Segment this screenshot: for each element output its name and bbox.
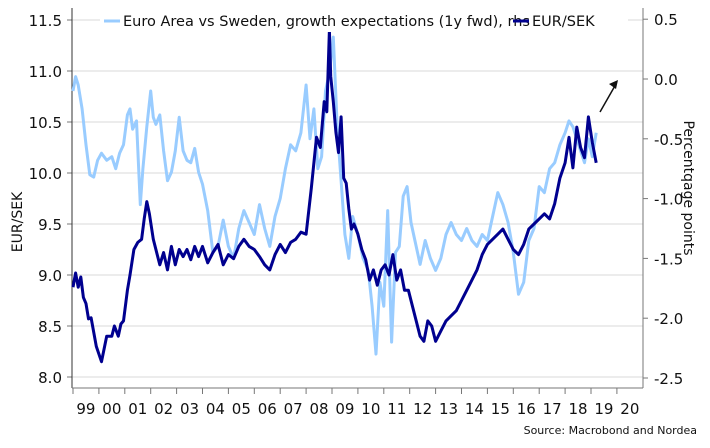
- right-y-tick-label: -0.5: [654, 131, 683, 149]
- legend: Euro Area vs Sweden, growth expectations…: [104, 14, 595, 30]
- x-tick-label: 99: [76, 400, 95, 418]
- left-y-tick-label: 8.0: [38, 369, 62, 387]
- gridlines: [72, 19, 643, 378]
- x-tick-label: 01: [128, 400, 147, 418]
- x-tick-label: 08: [310, 400, 329, 418]
- x-tick-label: 10: [361, 400, 380, 418]
- eursek-line: [71, 28, 598, 364]
- left-y-tick-label: 10.5: [29, 114, 62, 132]
- x-tick-label: 04: [206, 400, 225, 418]
- left-y-tick-label: 9.0: [38, 267, 62, 285]
- source-note: Source: Macrobond and Nordea: [523, 424, 697, 437]
- x-tick-label: 19: [594, 400, 613, 418]
- x-tick-label: 12: [413, 400, 432, 418]
- left-y-tick-label: 11.5: [29, 12, 62, 30]
- growth-expectations-line: [71, 35, 598, 356]
- right-y-tick-label: -2.5: [654, 370, 683, 388]
- right-y-tick-label: -1.0: [654, 191, 683, 209]
- x-tick-label: 15: [491, 400, 510, 418]
- left-y-tick-label: 8.5: [38, 318, 62, 336]
- x-tick-label: 20: [620, 400, 639, 418]
- x-tick-label: 17: [543, 400, 562, 418]
- x-tick-label: 07: [284, 400, 303, 418]
- left-y-tick-label: 9.5: [38, 216, 62, 234]
- x-tick-label: 09: [335, 400, 354, 418]
- x-tick-label: 11: [387, 400, 406, 418]
- x-tick-label: 00: [102, 400, 121, 418]
- right-y-tick-label: -1.5: [654, 250, 683, 268]
- right-y-axis-ticks: -2.5 -2.0 -1.5 -1.0 -0.5 0.0 0.5: [643, 11, 683, 388]
- legend-label-growth: Euro Area vs Sweden, growth expectations…: [123, 14, 530, 30]
- right-y-tick-label: -2.0: [654, 310, 683, 328]
- legend-label-eursek: EUR/SEK: [532, 14, 595, 30]
- x-tick-label: 14: [465, 400, 484, 418]
- trend-arrow-annotation: [599, 80, 618, 113]
- left-y-tick-label: 11.0: [29, 63, 62, 81]
- x-tick-label: 03: [180, 400, 199, 418]
- x-tick-label: 06: [258, 400, 277, 418]
- x-axis-ticks: 99 00 01 02 03 04 05 06 07 08 09 10 11 12 13 14 15 16 17 18…: [72, 388, 639, 418]
- x-tick-label: 18: [569, 400, 588, 418]
- left-y-tick-label: 10.0: [29, 165, 62, 183]
- left-y-axis-ticks: 8.0 8.5 9.0 9.5 10.0 10.5 11.0 11.5: [29, 12, 72, 387]
- right-y-tick-label: 0.5: [654, 11, 678, 29]
- left-axis-title: EUR/SEK: [10, 191, 26, 252]
- right-axis-title: Percentqage points: [680, 120, 696, 255]
- right-y-tick-label: 0.0: [654, 71, 678, 89]
- x-tick-label: 13: [439, 400, 458, 418]
- x-tick-label: 16: [517, 400, 536, 418]
- x-tick-label: 05: [232, 400, 251, 418]
- legend-background: [100, 6, 628, 32]
- arrow-head-icon: [609, 80, 618, 89]
- x-tick-label: 02: [154, 400, 173, 418]
